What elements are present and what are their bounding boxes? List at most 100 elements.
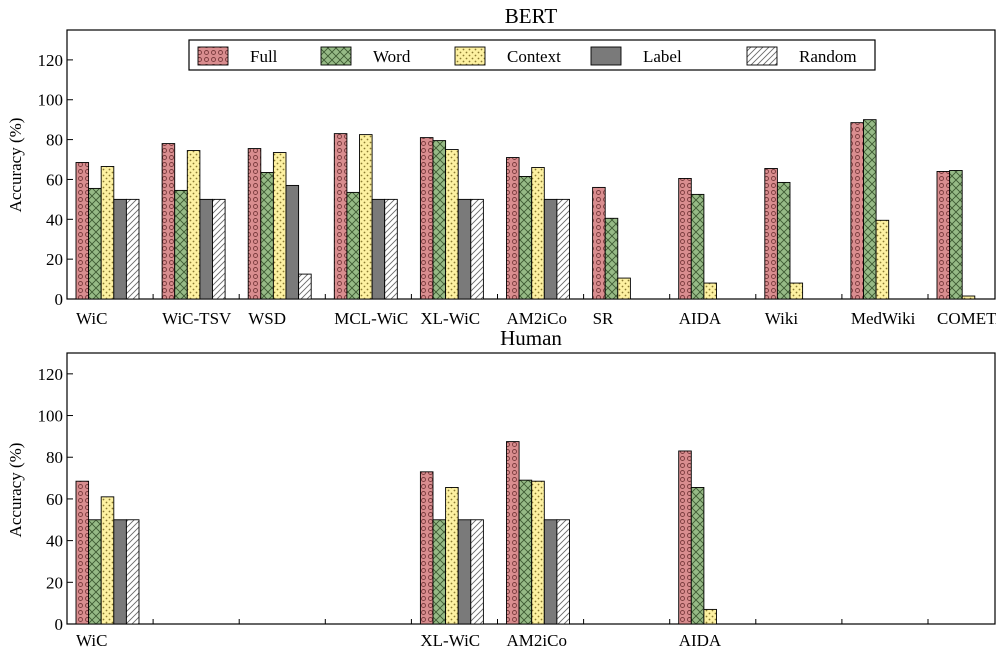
legend-swatch-context (454, 46, 486, 66)
bert-x-tick-label-medwiki: MedWiki (851, 309, 916, 328)
bert-x-tick-label-xl-wic: XL-WiC (420, 309, 480, 328)
bert-bar-random-5 (556, 198, 570, 300)
bert-panel: BERT Accuracy (%) 0 20 40 60 80 100 120 WiC WiC… (6, 4, 996, 328)
human-x-tick-label-xl-wic: XL-WiC (420, 631, 480, 650)
bert-bar-word-5 (518, 176, 533, 300)
human-bar-context-7 (703, 608, 717, 625)
human-y-axis-label: Accuracy (%) (6, 443, 25, 538)
bert-bar-context-3 (359, 134, 373, 300)
human-bar-random-5 (556, 519, 570, 625)
bert-y-tick-label-100: 100 (38, 91, 64, 110)
human-bar-label-0 (113, 519, 127, 625)
bert-bar-full-5 (506, 157, 520, 300)
bert-bar-context-4 (445, 149, 459, 300)
bert-title: BERT (505, 4, 558, 28)
bert-bar-full-3 (333, 133, 348, 300)
legend-swatch-label (590, 46, 622, 66)
bert-bar-word-10 (949, 170, 963, 300)
human-bar-word-7 (690, 487, 705, 625)
human-bar-full-5 (506, 441, 520, 625)
human-bar-full-4 (419, 471, 434, 625)
bert-y-tick-label-40: 40 (46, 210, 63, 229)
bert-y-axis-label: Accuracy (%) (6, 118, 25, 213)
human-y-tick-label-100: 100 (38, 407, 64, 426)
bert-bar-word-8 (776, 181, 791, 300)
bert-bar-random-1 (212, 198, 226, 300)
bert-bar-label-0 (113, 198, 127, 300)
bert-bar-random-0 (125, 198, 140, 300)
legend-label-label: Label (643, 47, 682, 66)
bert-x-tick-label-aida: AIDA (679, 309, 722, 328)
bert-bar-word-9 (863, 119, 877, 300)
bert-bar-full-9 (850, 122, 864, 300)
bert-bar-context-6 (617, 277, 631, 300)
human-y-tick-label-20: 20 (46, 573, 63, 592)
human-panel: Human Accuracy (%) 0 20 40 60 80 100 120 WiC XL… (6, 326, 996, 650)
bert-x-tick-label-sr: SR (593, 309, 614, 328)
bert-x-tick-label-wiki: Wiki (765, 309, 799, 328)
bert-bar-full-8 (764, 168, 778, 300)
human-title: Human (500, 326, 562, 350)
human-bar-context-5 (531, 480, 545, 625)
bert-bar-full-2 (247, 148, 262, 300)
human-y-tick-label-60: 60 (46, 490, 63, 509)
bert-bar-label-2 (285, 184, 300, 300)
bert-bar-random-4 (470, 198, 484, 300)
human-x-tick-label-wic: WiC (76, 631, 107, 650)
human-bar-label-4 (457, 519, 472, 625)
human-bar-word-5 (518, 479, 533, 625)
bert-bar-context-1 (186, 150, 201, 300)
human-x-tick-label-aida: AIDA (679, 631, 722, 650)
legend-label-full: Full (250, 47, 278, 66)
bert-y-tick-label-0: 0 (55, 290, 64, 309)
human-bar-context-0 (100, 496, 115, 625)
bert-x-tick-label-wsd: WSD (248, 309, 286, 328)
bert-bar-context-7 (703, 282, 717, 300)
bert-bar-word-6 (604, 217, 619, 300)
bert-bar-full-10 (936, 171, 951, 300)
bert-bar-label-3 (371, 198, 386, 300)
bert-bar-word-3 (346, 191, 360, 300)
human-bar-context-4 (445, 487, 459, 625)
bert-bar-random-3 (384, 198, 398, 300)
bert-bar-word-0 (88, 187, 102, 300)
bert-bar-random-2 (298, 273, 312, 300)
human-x-tick-label-am2ico: AM2iCo (507, 631, 567, 650)
human-y-tick-label-120: 120 (38, 365, 64, 384)
bert-bar-word-2 (260, 172, 274, 300)
bert-bar-context-5 (531, 167, 545, 300)
human-bar-random-4 (470, 519, 484, 625)
bert-bar-context-10 (961, 295, 976, 300)
legend-label-word: Word (373, 47, 411, 66)
human-bar-label-5 (543, 519, 558, 625)
bert-x-tick-label-cometa: COMETA (937, 309, 996, 328)
bert-bar-label-1 (199, 198, 213, 300)
human-bar-random-0 (125, 519, 140, 625)
legend-swatch-word (320, 46, 352, 66)
bert-bar-context-2 (272, 152, 287, 300)
bert-bar-word-4 (432, 140, 447, 300)
bert-bar-full-1 (161, 143, 176, 300)
bert-y-tick-label-120: 120 (38, 51, 64, 70)
bert-bar-label-4 (457, 198, 472, 300)
bert-x-tick-label-wic: WiC (76, 309, 107, 328)
bert-bar-word-1 (174, 189, 188, 300)
bert-y-tick-label-20: 20 (46, 250, 63, 269)
human-bar-full-7 (678, 450, 692, 625)
legend-swatch-full (197, 46, 229, 66)
legend-label-context: Context (507, 47, 561, 66)
bert-bar-full-4 (419, 137, 434, 300)
bert-bar-full-7 (678, 177, 692, 300)
human-y-tick-label-80: 80 (46, 448, 63, 467)
legend: Full Word Context Label Random (188, 39, 876, 71)
bert-bar-context-9 (875, 219, 890, 300)
legend-label-random: Random (799, 47, 857, 66)
human-bar-full-0 (75, 480, 90, 625)
bert-bar-full-6 (592, 186, 606, 300)
bert-bar-context-0 (100, 166, 115, 300)
human-bar-word-4 (432, 519, 447, 625)
human-y-tick-label-40: 40 (46, 532, 63, 551)
human-bar-word-0 (88, 519, 102, 625)
bert-x-tick-label-am2ico: AM2iCo (507, 309, 567, 328)
bert-bar-label-5 (543, 198, 558, 300)
